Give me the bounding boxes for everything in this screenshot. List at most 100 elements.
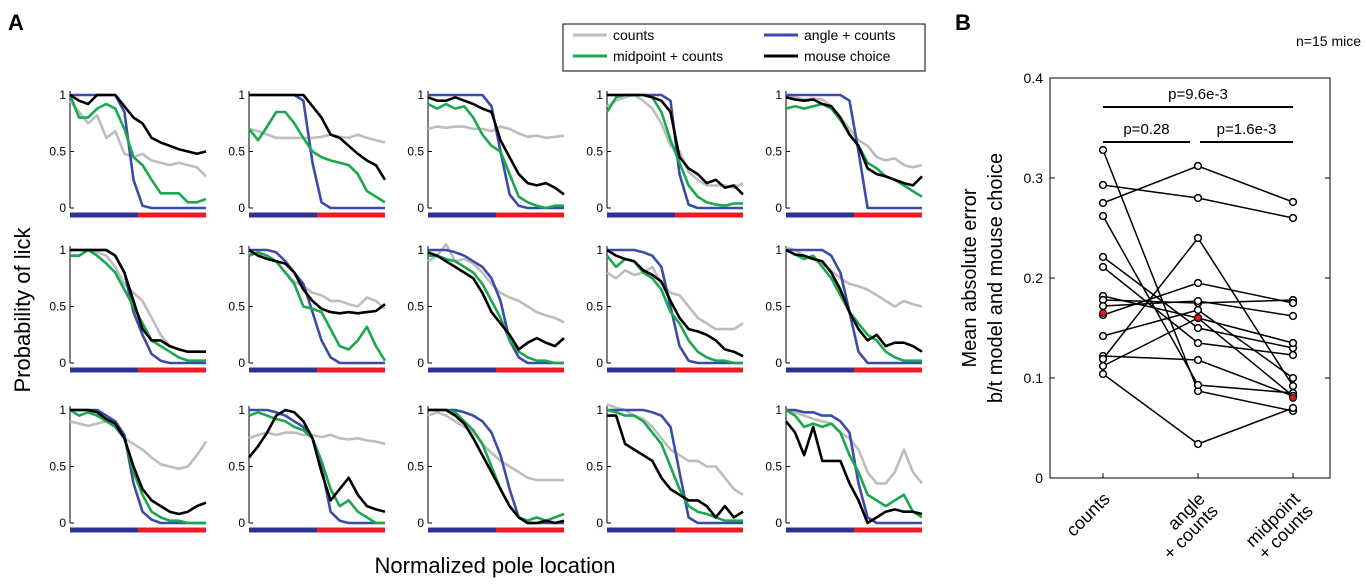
y-tick-label: 1: [417, 88, 424, 102]
mouse-point: [1193, 338, 1203, 348]
series-line-counts: [248, 431, 386, 446]
series-line-angle: [786, 408, 922, 525]
nogo-location-bar: [854, 367, 922, 373]
mouse-point: [1288, 197, 1298, 207]
y-tick-label: 0.5: [407, 145, 424, 159]
y-tick-label: 0.5: [228, 145, 245, 159]
series-line-angle: [428, 93, 564, 210]
series-line-midpoint: [69, 408, 206, 525]
series-line-counts: [248, 127, 386, 144]
series-line-angle: [607, 408, 743, 525]
y-tick-label: 1: [59, 403, 66, 417]
mouse-point: [1288, 298, 1298, 308]
mouse-point: [1288, 350, 1298, 360]
y-tick-label: 0: [238, 201, 245, 215]
nogo-location-bar: [675, 367, 743, 373]
mouse-point: [1098, 145, 1108, 155]
subplot-6: 10.50: [49, 243, 206, 373]
y-tick-label: 1: [238, 403, 245, 417]
nogo-location-bar: [496, 212, 564, 218]
go-location-bar: [70, 212, 138, 218]
series-line-mouse: [785, 96, 923, 187]
mouse-point: [1098, 369, 1108, 379]
y-tick-label: 0: [775, 356, 782, 370]
y-tick-label: 1: [238, 88, 245, 102]
y-tick-label: 0: [59, 201, 66, 215]
y-tick-label: 0: [59, 356, 66, 370]
series-line-counts: [70, 248, 206, 354]
nogo-location-bar: [138, 527, 206, 533]
mean-point: [1099, 309, 1107, 317]
go-location-bar: [786, 527, 854, 533]
series-line-counts: [68, 99, 207, 178]
y-tick-label: 0.5: [586, 460, 603, 474]
legend-item-midpoint-counts: midpoint + counts: [573, 48, 723, 64]
plot-frame: [1049, 77, 1331, 479]
legend-item-angle-counts: angle + counts: [764, 27, 895, 43]
nogo-location-bar: [675, 212, 743, 218]
mouse-point: [1288, 373, 1298, 383]
y-tick-label: 1: [417, 403, 424, 417]
mouse-point: [1098, 252, 1108, 262]
nogo-location-bar: [138, 367, 206, 373]
series-line-midpoint: [427, 102, 564, 210]
series-line-counts: [69, 419, 208, 471]
series-line-mouse: [70, 248, 206, 354]
mouse-point: [1288, 213, 1298, 223]
y-tick-label: 0.5: [49, 460, 66, 474]
y-tick-label: 1: [775, 403, 782, 417]
y-tick-label: 1: [59, 88, 66, 102]
mouse-point: [1193, 161, 1203, 171]
legend-label: counts: [613, 27, 654, 43]
y-tick-label: 0: [596, 201, 603, 215]
mouse-point: [1098, 301, 1108, 311]
y-tick-label: 0: [596, 356, 603, 370]
y-tick-label: 0.5: [586, 145, 603, 159]
subplot-3: 10.50: [407, 88, 565, 218]
series-line-angle: [70, 93, 206, 210]
significance-label: p=9.6e-3: [1168, 86, 1228, 103]
series-line-angle: [786, 248, 922, 365]
mouse-point: [1288, 381, 1298, 391]
mouse-point: [1193, 355, 1203, 365]
legend-label: angle + counts: [804, 27, 895, 43]
go-location-bar: [70, 527, 138, 533]
series-line-mouse: [428, 408, 565, 525]
nogo-location-bar: [854, 212, 922, 218]
nogo-location-bar: [496, 367, 564, 373]
series-line-angle: [607, 248, 743, 365]
go-location-bar: [786, 212, 854, 218]
y-tick-label: 0.2: [1024, 270, 1044, 286]
mouse-point: [1193, 323, 1203, 333]
go-location-bar: [786, 367, 854, 373]
y-tick-label: 0.5: [228, 460, 245, 474]
go-location-bar: [249, 367, 317, 373]
go-location-bar: [249, 527, 317, 533]
nogo-location-bar: [675, 527, 743, 533]
go-location-bar: [607, 212, 675, 218]
y-tick-label: 0: [238, 356, 245, 370]
series-line-midpoint: [68, 94, 207, 204]
panel-a-ylabel: Probability of lick: [10, 226, 35, 392]
nogo-location-bar: [317, 527, 385, 533]
y-tick-label: 0.5: [586, 300, 603, 314]
nogo-location-bar: [317, 212, 385, 218]
subplot-5: 10.50: [765, 88, 923, 218]
y-tick-label: 0: [59, 516, 66, 530]
series-line-midpoint: [428, 408, 565, 523]
mouse-point: [1098, 354, 1108, 364]
subplot-10: 10.50: [765, 243, 923, 373]
series-line-counts: [427, 410, 564, 482]
subplot-8: 10.50: [407, 243, 565, 373]
series-line-mouse: [784, 420, 923, 525]
series-line-counts: [606, 265, 744, 331]
series-line-midpoint: [248, 410, 385, 525]
y-tick-label: 0: [775, 516, 782, 530]
series-line-angle: [70, 248, 206, 365]
mouse-point: [1098, 262, 1108, 272]
series-line-midpoint: [70, 248, 206, 363]
subplot-4: 10.50: [586, 88, 744, 218]
series-line-angle: [786, 93, 922, 210]
